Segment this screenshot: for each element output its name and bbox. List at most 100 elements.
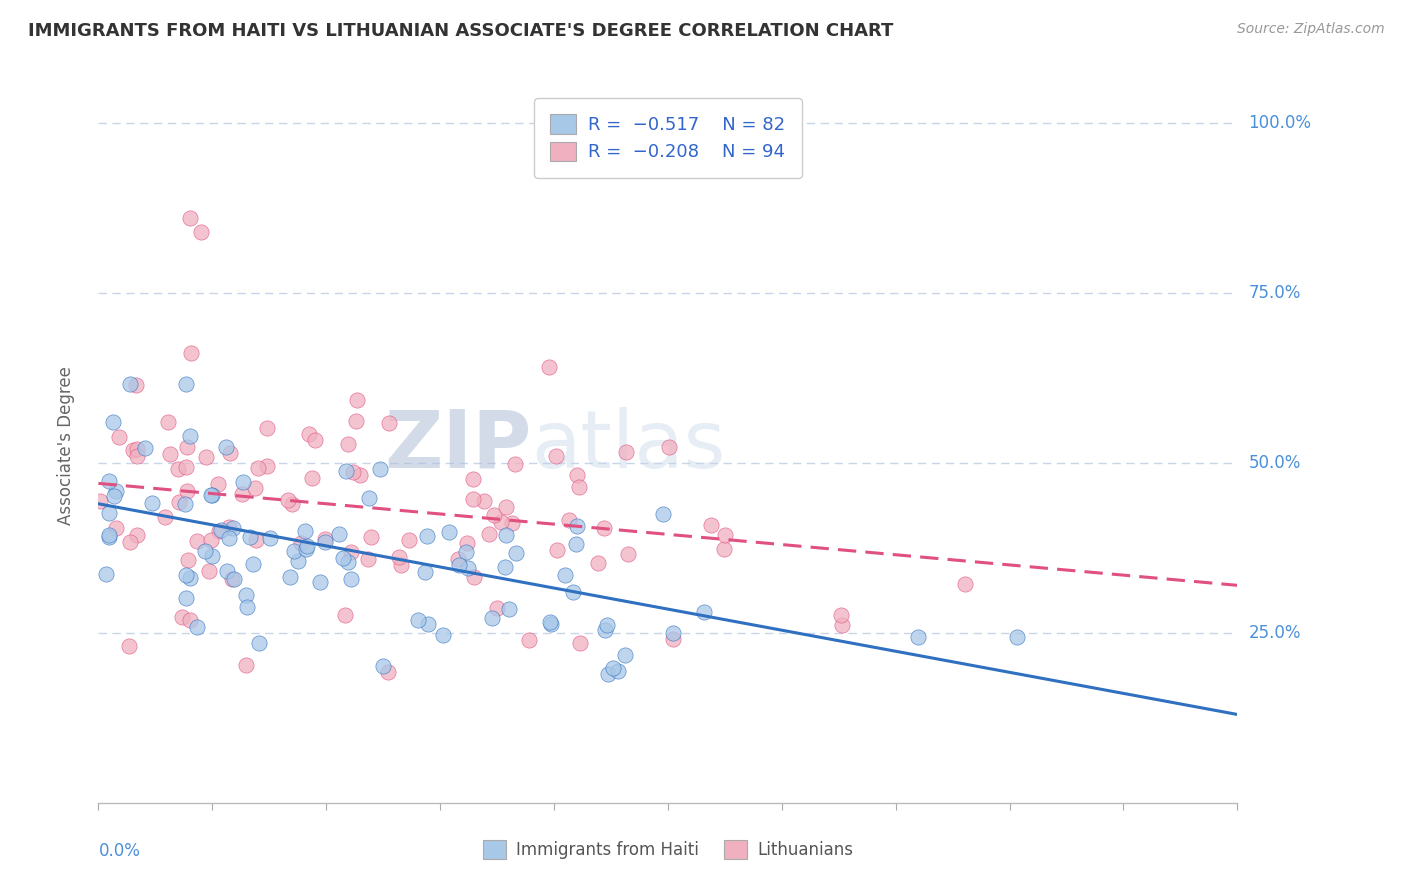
Text: 0.0%: 0.0% <box>98 842 141 860</box>
Point <box>125 449 148 463</box>
Point <box>377 416 399 430</box>
Point <box>505 546 527 560</box>
Point <box>301 471 323 485</box>
Point <box>661 632 683 647</box>
Point <box>97 530 120 544</box>
Point <box>195 450 218 465</box>
Point <box>107 430 129 444</box>
Point <box>101 415 124 429</box>
Point <box>565 537 588 551</box>
Point <box>97 528 120 542</box>
Point <box>373 658 395 673</box>
Point <box>489 516 512 530</box>
Point <box>335 464 357 478</box>
Point <box>598 666 620 681</box>
Point <box>457 561 479 575</box>
Point <box>478 527 501 541</box>
Point <box>472 494 495 508</box>
Point <box>179 211 201 226</box>
Point <box>200 488 222 502</box>
Point <box>408 613 430 627</box>
Point <box>177 552 200 566</box>
Point <box>218 520 240 534</box>
Point <box>295 541 318 556</box>
Point <box>342 466 364 480</box>
Point <box>283 544 305 558</box>
Point <box>314 535 336 549</box>
Point <box>416 529 439 543</box>
Point <box>221 572 243 586</box>
Point <box>482 508 505 523</box>
Point <box>297 540 319 554</box>
Point <box>540 616 562 631</box>
Point <box>193 544 215 558</box>
Point <box>586 556 609 570</box>
Point <box>186 620 208 634</box>
Point <box>236 600 259 615</box>
Point <box>94 566 117 581</box>
Point <box>179 429 201 443</box>
Point <box>98 474 121 488</box>
Point <box>278 569 301 583</box>
Point <box>242 557 264 571</box>
Point <box>179 613 201 627</box>
Point <box>614 445 637 459</box>
Point <box>176 440 198 454</box>
Point <box>118 534 141 549</box>
Point <box>235 657 257 672</box>
Point <box>456 535 478 549</box>
Point <box>239 530 262 544</box>
Point <box>501 516 523 530</box>
Point <box>222 573 245 587</box>
Point <box>437 524 460 539</box>
Point <box>141 496 163 510</box>
Point <box>298 426 321 441</box>
Point <box>125 528 148 542</box>
Point <box>567 519 589 533</box>
Point <box>339 544 361 558</box>
Point <box>344 414 367 428</box>
Point <box>567 467 589 482</box>
Point <box>714 528 737 542</box>
Point <box>336 555 359 569</box>
Point <box>105 484 128 499</box>
Point <box>568 636 591 650</box>
Point <box>172 610 194 624</box>
Point <box>259 531 281 545</box>
Text: atlas: atlas <box>531 407 725 485</box>
Point <box>558 513 581 527</box>
Point <box>280 497 302 511</box>
Point <box>103 489 125 503</box>
Point <box>713 541 735 556</box>
Point <box>176 483 198 498</box>
Point <box>449 558 471 572</box>
Point <box>246 460 269 475</box>
Point <box>218 531 240 545</box>
Point <box>481 610 503 624</box>
Point <box>174 498 197 512</box>
Point <box>208 524 231 538</box>
Point <box>606 664 628 678</box>
Text: 75.0%: 75.0% <box>1249 284 1301 302</box>
Y-axis label: Associate's Degree: Associate's Degree <box>56 367 75 525</box>
Point <box>124 378 146 392</box>
Point <box>388 550 411 565</box>
Point <box>294 524 316 538</box>
Point <box>134 442 156 456</box>
Point <box>155 510 177 524</box>
Point <box>662 626 685 640</box>
Point <box>190 225 212 239</box>
Point <box>495 500 517 514</box>
Text: 100.0%: 100.0% <box>1249 114 1312 132</box>
Point <box>221 521 243 535</box>
Point <box>357 552 380 566</box>
Point <box>180 346 202 360</box>
Point <box>256 458 278 473</box>
Point <box>418 617 440 632</box>
Point <box>346 393 368 408</box>
Point <box>519 633 541 648</box>
Point <box>277 492 299 507</box>
Point <box>596 617 619 632</box>
Point <box>118 377 141 392</box>
Point <box>398 533 420 547</box>
